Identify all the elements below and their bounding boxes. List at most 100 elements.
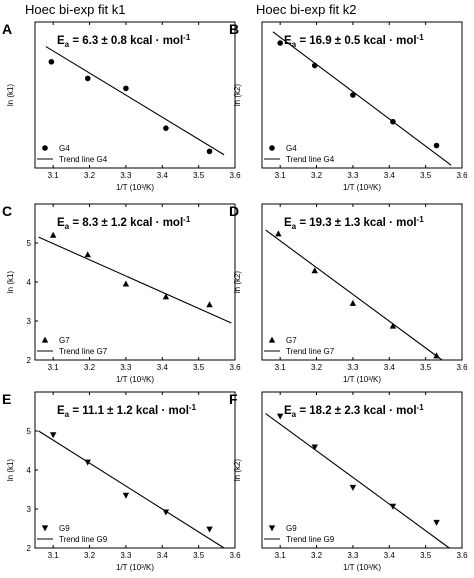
data-point: [163, 125, 169, 131]
x-tick-label: 3.3: [347, 171, 359, 180]
x-tick-label: 3.5: [420, 171, 432, 180]
data-point: [84, 75, 91, 82]
data-point: [84, 459, 91, 466]
y-axis-label: ln (k1): [6, 84, 15, 107]
data-point: [349, 299, 357, 306]
data-point: [49, 231, 57, 238]
trend-line: [272, 31, 452, 166]
data-point: [123, 85, 129, 92]
legend-marker: [41, 525, 49, 532]
x-axis-label: 1/T (10³/K): [116, 375, 154, 384]
x-tick-label: 3.6: [229, 171, 241, 180]
panel-b: B 3.1 3.2 3.3 3.4 3.5 3.6 1/T (10³/K) ln (k2) Ea …: [229, 21, 468, 192]
legend-label: G9: [59, 524, 70, 533]
x-tick-label: 3.6: [229, 363, 241, 372]
data-point: [433, 352, 440, 359]
data-point: [311, 267, 318, 274]
data-point: [275, 230, 282, 237]
y-axis-label: ln (k2): [233, 459, 242, 482]
y-axis-label: ln (k1): [6, 459, 15, 482]
legend-marker: [269, 145, 275, 151]
data-point: [162, 509, 170, 516]
legend-label: G7: [59, 336, 70, 345]
y-tick-label: 4: [27, 466, 32, 475]
legend-label: G7: [286, 336, 297, 345]
data-point: [206, 526, 213, 533]
activation-energy-label: Ea = 16.9 ± 0.5 kcal · mol-1: [284, 33, 424, 49]
column-title-k1: Hoec bi-exp fit k1: [25, 2, 125, 17]
y-tick-label: 3: [27, 505, 32, 514]
legend-label: Trend line G7: [286, 347, 335, 356]
legend-label: G4: [59, 144, 70, 153]
data-point: [349, 484, 357, 491]
x-tick-label: 3.1: [48, 551, 60, 560]
x-tick-label: 3.6: [456, 363, 468, 372]
x-tick-label: 3.6: [229, 551, 241, 560]
panels: A 3.1 3.2 3.3 3.4 3.5 3.6 1/T (10³/K) ln (k1) Ea …: [2, 21, 468, 572]
x-axis-label: 1/T (10³/K): [116, 183, 154, 192]
panel-letter: F: [229, 391, 238, 407]
plot-frame: [261, 21, 463, 169]
y-tick-label: 2: [27, 544, 32, 553]
x-tick-label: 3.3: [120, 171, 132, 180]
x-tick-label: 3.3: [120, 551, 132, 560]
x-tick-label: 3.4: [384, 171, 396, 180]
x-tick-label: 3.6: [456, 551, 468, 560]
data-point: [350, 92, 356, 98]
x-tick-label: 3.4: [157, 551, 169, 560]
data-point: [206, 148, 213, 155]
x-tick-label: 3.5: [193, 171, 205, 180]
activation-energy-label: Ea = 8.3 ± 1.2 kcal · mol-1: [57, 215, 191, 231]
data-point: [84, 251, 91, 258]
x-tick-label: 3.1: [275, 551, 287, 560]
x-tick-label: 3.4: [157, 363, 169, 372]
x-tick-label: 3.2: [311, 363, 323, 372]
x-tick-label: 3.5: [193, 551, 205, 560]
panel-letter: D: [229, 203, 239, 219]
panel-c: C 3.1 3.2 3.3 3.4 3.5 3.6 2 3 4 5 1/T (10³/K) ln (k1…: [2, 203, 241, 384]
legend-label: Trend line G7: [59, 347, 108, 356]
legend-label: Trend line G4: [286, 155, 335, 164]
data-point: [277, 40, 283, 46]
x-tick-label: 3.2: [311, 171, 323, 180]
x-tick-label: 3.5: [420, 551, 432, 560]
data-point: [162, 293, 170, 300]
data-point: [389, 322, 397, 329]
data-point: [311, 62, 318, 69]
legend-label: Trend line G4: [59, 155, 108, 164]
data-point: [206, 301, 213, 308]
trend-line: [45, 46, 225, 156]
x-tick-label: 3.6: [456, 171, 468, 180]
trend-line: [38, 236, 232, 324]
x-tick-label: 3.2: [84, 171, 96, 180]
data-point: [122, 492, 130, 499]
panel-e: E 3.1 3.2 3.3 3.4 3.5 3.6 2 3 4 5 1/T (10³/K) ln (k1…: [2, 391, 241, 572]
activation-energy-label: Ea = 6.3 ± 0.8 kcal · mol-1: [57, 33, 191, 49]
x-tick-label: 3.4: [157, 171, 169, 180]
data-point: [311, 444, 318, 451]
panel-f: F 3.1 3.2 3.3 3.4 3.5 3.6 1/T (10³/K) ln (k2) Ea …: [229, 391, 468, 572]
activation-energy-label: Ea = 18.2 ± 2.3 kcal · mol-1: [284, 403, 424, 419]
legend-label: G4: [286, 144, 297, 153]
x-tick-label: 3.4: [384, 363, 396, 372]
data-point: [122, 280, 130, 287]
y-tick-label: 4: [27, 278, 32, 287]
legend-marker: [41, 336, 49, 343]
data-point: [276, 413, 284, 420]
data-point: [390, 118, 396, 125]
legend-marker: [268, 336, 276, 343]
panel-a: A 3.1 3.2 3.3 3.4 3.5 3.6 1/T (10³/K) ln (k1) Ea …: [2, 21, 241, 192]
y-tick-label: 2: [27, 356, 32, 365]
trend-line: [265, 413, 450, 549]
panel-letter: E: [2, 391, 11, 407]
x-tick-label: 3.1: [275, 171, 287, 180]
trend-line: [38, 430, 225, 549]
legend-marker: [268, 525, 276, 532]
plot-frame: [261, 203, 463, 361]
x-tick-label: 3.1: [48, 363, 60, 372]
panel-letter: B: [229, 21, 239, 37]
x-tick-label: 3.3: [347, 551, 359, 560]
x-tick-label: 3.1: [275, 363, 287, 372]
x-axis-label: 1/T (10³/K): [343, 375, 381, 384]
